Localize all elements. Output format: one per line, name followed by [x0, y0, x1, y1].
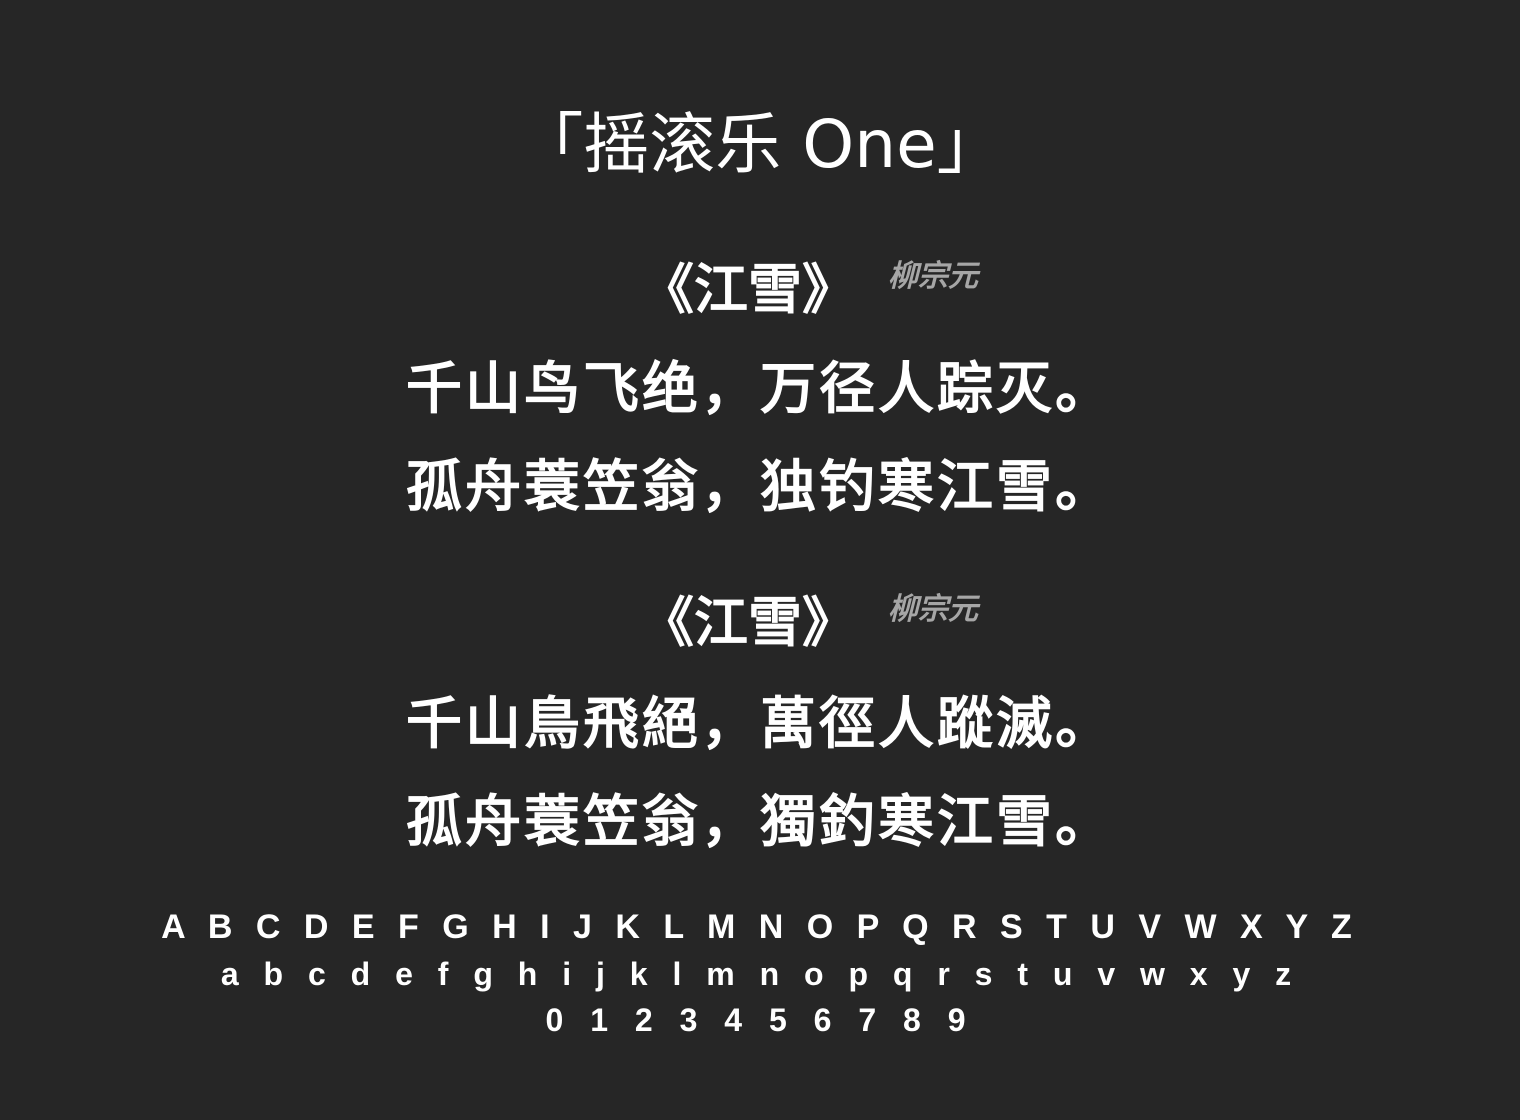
uppercase-alphabet: A B C D E F G H I J K L M N O P Q R S T … [161, 908, 1359, 946]
poem-line: 孤舟蓑笠翁，獨釣寒江雪。 [406, 790, 1114, 855]
poem-line: 孤舟蓑笠翁，独钓寒江雪。 [406, 455, 1114, 520]
poem-line: 千山鳥飛絕，萬徑人蹤滅。 [406, 692, 1114, 757]
lowercase-alphabet: a b c d e f g h i j k l m n o p q r s t … [220, 956, 1300, 992]
digits-row: 0 1 2 3 4 5 6 7 8 9 [545, 1002, 975, 1038]
page-title: 「摇滚乐 One」 [517, 106, 1003, 183]
poem-heading-traditional: 《江雪》 柳宗元 [0, 588, 1520, 658]
poem-title: 《江雪》 [640, 591, 856, 654]
poem-heading-simplified: 《江雪》 柳宗元 [0, 255, 1520, 325]
poem-title: 《江雪》 [640, 258, 856, 321]
poem-line: 千山鸟飞绝，万径人踪灭。 [406, 357, 1114, 422]
poem-author: 柳宗元 [888, 592, 978, 627]
poem-author: 柳宗元 [888, 259, 978, 294]
